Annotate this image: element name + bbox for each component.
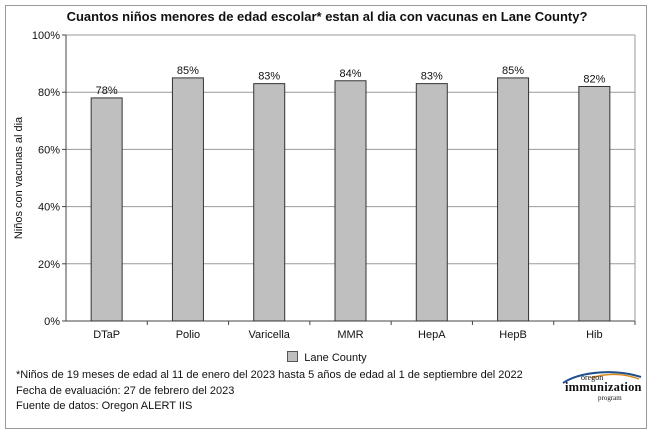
legend: Lane County xyxy=(0,351,654,364)
x-tick-label: Polio xyxy=(176,329,200,341)
y-tick-label: 40% xyxy=(38,202,60,214)
logo-oregon-text: oregon xyxy=(581,373,604,382)
bar xyxy=(578,85,611,322)
bar xyxy=(415,83,448,322)
data-label: 83% xyxy=(421,71,443,83)
legend-label: Lane County xyxy=(304,352,367,364)
y-tick-label: 20% xyxy=(38,259,60,271)
y-tick-label: 80% xyxy=(38,87,60,99)
footnote-date: Fecha de evaluación: 27 de febrero del 2… xyxy=(16,384,235,397)
bar xyxy=(497,77,530,322)
footnote-source: Fuente de datos: Oregon ALERT IIS xyxy=(16,400,193,412)
bar xyxy=(334,80,367,322)
logo-immunization-text: immunization xyxy=(565,380,642,394)
bar xyxy=(253,83,286,322)
data-label: 85% xyxy=(502,65,524,77)
chart-frame xyxy=(5,5,647,429)
logo-program-text: program xyxy=(598,394,622,402)
bar xyxy=(90,97,123,322)
footnotes: *Niños de 19 meses de edad al 11 de ener… xyxy=(16,368,523,415)
data-label: 82% xyxy=(583,73,605,85)
x-tick-label: Hib xyxy=(586,329,603,341)
y-tick-label: 60% xyxy=(38,144,60,156)
data-label: 78% xyxy=(96,85,118,97)
bar xyxy=(171,77,204,322)
x-tick-label: HepA xyxy=(418,329,446,341)
data-label: 83% xyxy=(258,71,280,83)
x-tick-label: DTaP xyxy=(93,329,120,341)
chart-title: Cuantos niños menores de edad escolar* e… xyxy=(66,9,588,24)
footnote-note: *Niños de 19 meses de edad al 11 de ener… xyxy=(16,369,523,381)
logo-swoosh-icon xyxy=(562,371,642,384)
x-tick-label: HepB xyxy=(499,329,527,341)
data-label: 85% xyxy=(177,65,199,77)
data-label: 84% xyxy=(339,68,361,80)
y-axis-label: Niños con vacunas al dia xyxy=(13,116,25,239)
x-tick-label: MMR xyxy=(337,329,363,341)
y-tick-label: 100% xyxy=(32,30,60,42)
x-tick-label: Varicella xyxy=(249,329,291,341)
y-tick-label: 0% xyxy=(44,316,60,328)
legend-swatch xyxy=(287,351,299,362)
oregon-immunization-program-logo: oregon immunization program xyxy=(561,369,645,405)
